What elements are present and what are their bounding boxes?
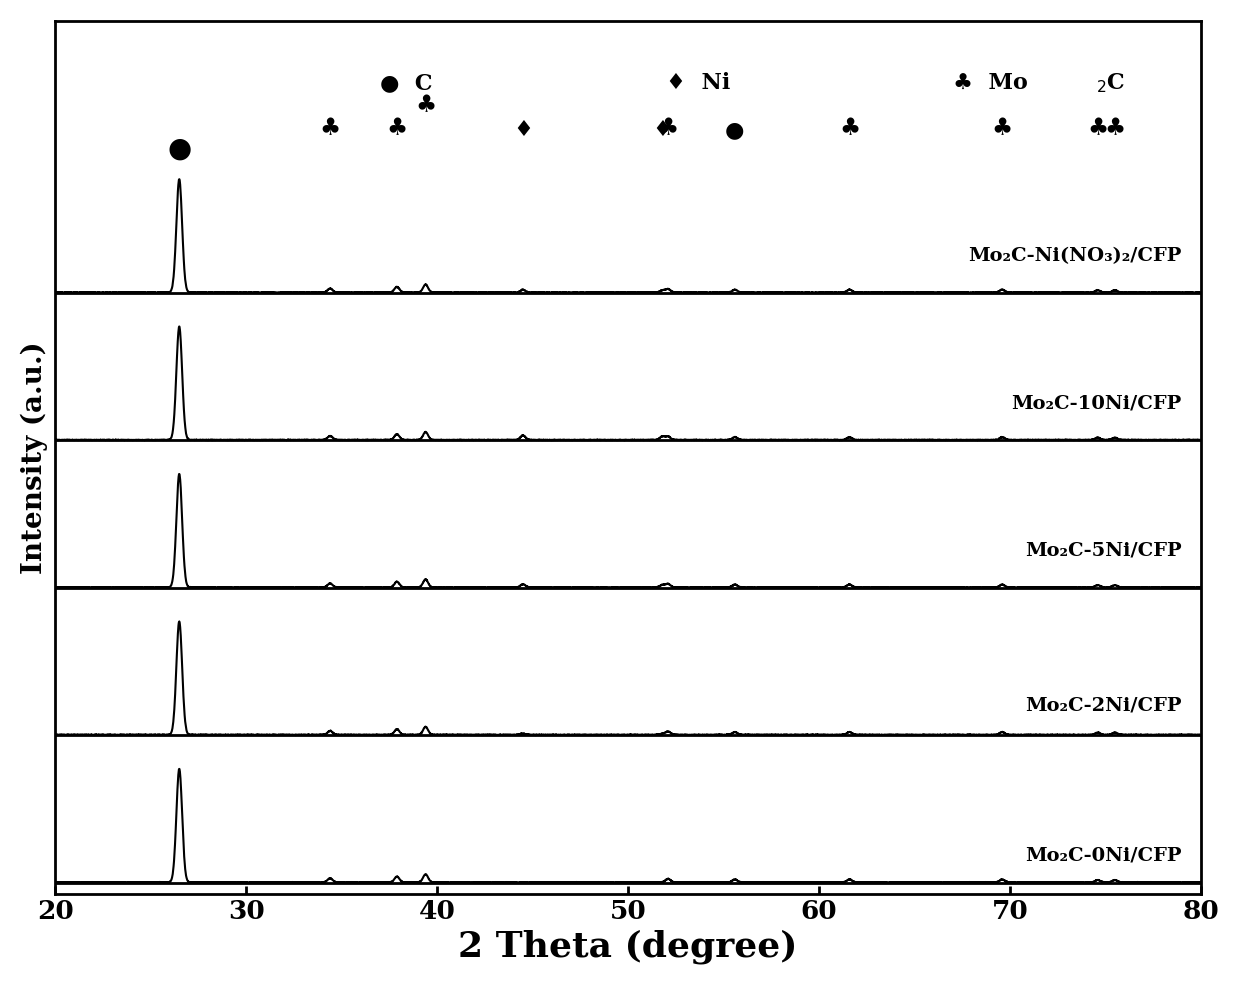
Text: Mo₂C-2Ni/CFP: Mo₂C-2Ni/CFP [1025,697,1182,715]
Text: Mo₂C-10Ni/CFP: Mo₂C-10Ni/CFP [1012,394,1182,412]
Text: ♦: ♦ [513,120,533,140]
Text: Mo₂C-0Ni/CFP: Mo₂C-0Ni/CFP [1025,847,1182,865]
Text: ♣: ♣ [657,116,678,140]
Text: ♣: ♣ [839,116,861,140]
Text: ●: ● [167,135,191,163]
Text: ♦: ♦ [652,120,672,140]
Text: ♣  Mo: ♣ Mo [952,72,1028,95]
Y-axis label: Intensity (a.u.): Intensity (a.u.) [21,341,48,574]
Text: Mo₂C-5Ni/CFP: Mo₂C-5Ni/CFP [1025,542,1182,559]
Text: ●: ● [725,120,744,140]
Text: ♣: ♣ [1105,116,1126,140]
Text: ♦  Ni: ♦ Ni [666,72,730,95]
Text: Mo₂C-Ni(NO₃)₂/CFP: Mo₂C-Ni(NO₃)₂/CFP [968,246,1182,265]
Text: ♣: ♣ [1087,116,1109,140]
Text: $_2$C: $_2$C [1096,72,1125,95]
Text: ♣: ♣ [320,116,341,140]
Text: ●  C: ● C [379,72,433,95]
Text: ♣: ♣ [387,116,408,140]
Text: ♣: ♣ [415,94,436,117]
Text: ♣: ♣ [992,116,1013,140]
X-axis label: 2 Theta (degree): 2 Theta (degree) [459,930,797,964]
